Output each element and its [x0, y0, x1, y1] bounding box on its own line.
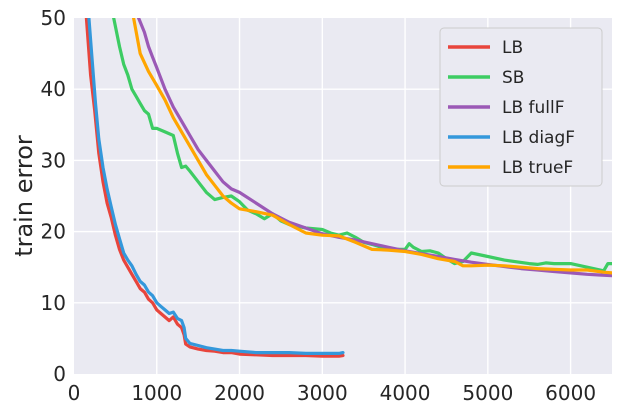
x-tick-label: 0	[68, 381, 81, 405]
x-tick-label: 3000	[297, 381, 348, 405]
x-tick-label: 6000	[545, 381, 596, 405]
y-tick-label: 0	[53, 362, 66, 386]
y-tick-label: 20	[41, 220, 66, 244]
legend-label: LB	[502, 38, 523, 58]
legend-label: LB trueF	[502, 158, 573, 178]
y-tick-label: 50	[41, 6, 66, 30]
legend: LB SB LB fullF LB diagF LB trueF	[439, 27, 603, 187]
series-line-lb-truef	[132, 18, 612, 275]
y-tick-label: 10	[41, 291, 66, 315]
y-tick-label: 30	[41, 148, 66, 172]
series-lines	[84, 18, 612, 358]
x-tick-label: 1000	[131, 381, 182, 405]
x-tick-label: 5000	[462, 381, 513, 405]
legend-label: SB	[502, 68, 524, 88]
y-axis-label: train error	[10, 135, 38, 257]
x-tick-label: 2000	[214, 381, 265, 405]
x-tick-label: 4000	[380, 381, 431, 405]
legend-label: LB fullF	[502, 98, 565, 118]
legend-box	[439, 27, 603, 187]
tick-labels: 0 1000 2000 3000 4000 5000 6000 0 10 20 30 40 50	[41, 6, 597, 405]
y-tick-label: 40	[41, 77, 66, 101]
series-line-lb-diagf	[87, 18, 345, 355]
series-line-lb	[84, 18, 345, 358]
legend-label: LB diagF	[502, 128, 575, 148]
